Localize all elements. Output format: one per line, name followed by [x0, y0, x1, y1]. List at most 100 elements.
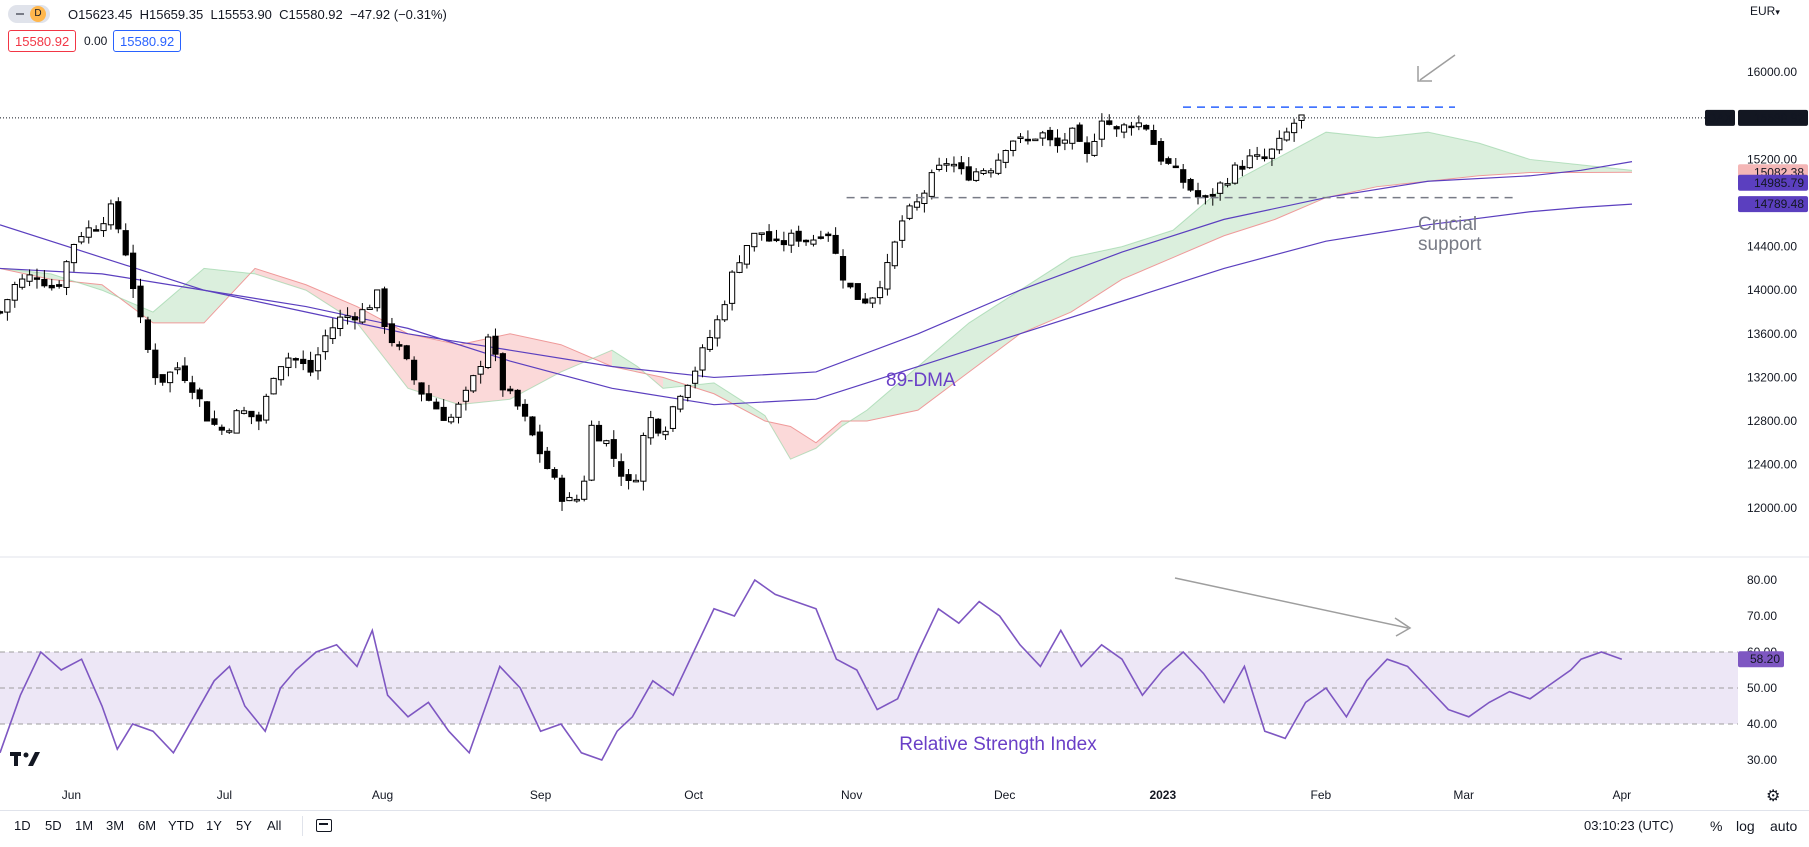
candle-body — [743, 245, 750, 265]
candle-body — [181, 365, 188, 382]
candle-body — [581, 480, 588, 500]
ichimoku-cloud-segment — [714, 382, 765, 422]
timeframe-6m[interactable]: 6M — [138, 818, 157, 833]
log-scale-button[interactable]: log — [1736, 818, 1755, 834]
candle-body — [484, 336, 492, 368]
settings-gear-icon[interactable]: ⚙ — [1766, 788, 1781, 805]
candle-body — [1046, 129, 1054, 141]
candle-body — [536, 431, 543, 455]
candle-body — [41, 278, 48, 287]
timeframe-5y[interactable]: 5Y — [236, 818, 252, 833]
candle-body — [1261, 156, 1268, 160]
ichimoku-cloud-segment — [790, 426, 816, 460]
timeframe-1y[interactable]: 1Y — [206, 818, 222, 833]
support-label-line1: Crucial — [1418, 214, 1477, 235]
candle-body — [144, 319, 152, 350]
candle-body — [359, 309, 366, 323]
candle-body — [1128, 125, 1135, 129]
candle-body — [1276, 137, 1283, 151]
candle-body — [85, 227, 92, 238]
candle-body — [906, 205, 913, 219]
candle-body — [137, 285, 144, 318]
candle-body — [263, 395, 270, 421]
candle-body — [411, 359, 418, 381]
candle-body — [63, 261, 70, 288]
time-tick-label: Feb — [1311, 788, 1332, 802]
ichimoku-cloud-segment — [1122, 230, 1173, 280]
rsi-pane[interactable] — [0, 578, 1738, 761]
candle-body — [1032, 138, 1039, 142]
percent-scale-button[interactable]: % — [1710, 818, 1723, 834]
spread-value: 0.00 — [84, 34, 108, 48]
candle-body — [1106, 120, 1113, 125]
candle-body — [351, 316, 359, 321]
rsi-tick-label: 70.00 — [1747, 609, 1777, 623]
candle-body — [455, 403, 462, 418]
ichimoku-cloud-segment — [1326, 132, 1377, 198]
candle-body — [292, 358, 299, 361]
candle-body — [1202, 195, 1209, 198]
timeframe-all[interactable]: All — [267, 818, 282, 833]
timeframe-5d[interactable]: 5D — [45, 818, 62, 833]
candle-body — [751, 232, 758, 248]
timeframe-1m[interactable]: 1M — [75, 818, 94, 833]
timeframe-ytd[interactable]: YTD — [168, 818, 194, 833]
daily-badge: D — [30, 6, 46, 22]
candle-body — [248, 410, 255, 418]
candle-body — [514, 389, 521, 407]
candle-body — [810, 239, 817, 245]
ma-price-tag-bg — [1738, 196, 1808, 213]
candle-body — [1239, 165, 1246, 170]
candle-body — [300, 358, 307, 365]
timeframe-1d[interactable]: 1D — [14, 818, 31, 833]
ma-price-tag-text: 14985.79 — [1754, 176, 1804, 190]
candle-body — [1120, 124, 1128, 133]
candle-body — [4, 299, 11, 313]
candle-body — [662, 430, 669, 436]
auto-scale-button[interactable]: auto — [1770, 818, 1798, 834]
candle-body — [891, 241, 898, 267]
candle-body — [344, 315, 351, 318]
ichimoku-cloud-segment — [561, 344, 612, 372]
candle-body — [558, 477, 566, 502]
candle-body — [329, 327, 336, 340]
buy-price-button[interactable]: 15580.92 — [113, 30, 182, 52]
price-pane[interactable] — [0, 113, 1633, 511]
candle-body — [1091, 140, 1098, 156]
utc-clock[interactable]: 03:10:23 (UTC) — [1584, 818, 1674, 833]
time-tick-label: Mar — [1453, 788, 1474, 802]
ma-short-line — [0, 161, 1633, 379]
candle-body — [1069, 127, 1076, 144]
candle-body — [958, 162, 965, 170]
candle-body — [684, 384, 691, 398]
candle-body — [1157, 141, 1165, 162]
price-tick-label: 12800.00 — [1747, 414, 1797, 428]
candle-body — [93, 229, 100, 232]
ichimoku-cloud-segment — [918, 322, 969, 411]
rsi-title: Relative Strength Index — [899, 734, 1097, 755]
candle-body — [1010, 140, 1017, 151]
ichimoku-cloud-segment — [153, 268, 204, 323]
currency-selector[interactable]: EUR▾ — [1750, 4, 1780, 18]
date-range-icon[interactable] — [316, 819, 332, 832]
candle-body — [447, 416, 455, 423]
candle-body — [226, 430, 233, 433]
candle-body — [573, 498, 580, 502]
timeframe-3m[interactable]: 3M — [106, 818, 125, 833]
candle-body — [277, 366, 285, 381]
sell-price-button[interactable]: 15580.92 — [8, 30, 77, 52]
candle-body — [122, 230, 129, 256]
candle-body — [115, 201, 122, 230]
cloud-span-a — [0, 171, 1633, 444]
bottom-toolbar — [0, 810, 1809, 847]
candle-body — [995, 159, 1002, 174]
ichimoku-cloud-segment — [816, 421, 842, 449]
symbol-toggle[interactable]: D — [8, 5, 50, 23]
ichimoku-cloud-segment — [1377, 132, 1428, 187]
candle-body — [470, 375, 477, 392]
tradingview-logo — [10, 752, 42, 773]
rsi-tick-label: 40.00 — [1747, 717, 1777, 731]
rsi-line — [0, 578, 1623, 761]
candle-body — [625, 474, 632, 481]
